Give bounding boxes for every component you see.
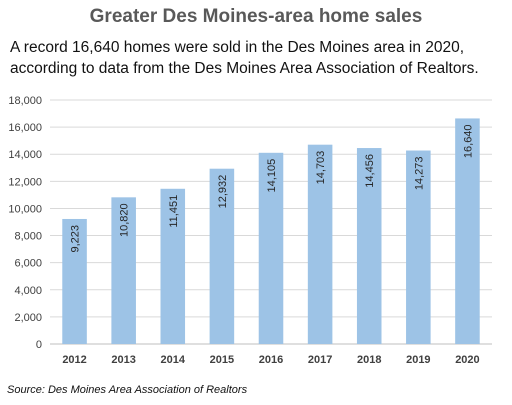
bar [111, 197, 136, 344]
bar [455, 118, 480, 345]
y-tick-label: 16,000 [8, 122, 42, 134]
bar-value-label: 11,451 [168, 195, 180, 228]
x-tick-label: 2012 [62, 354, 86, 366]
bar-value-label: 14,105 [266, 159, 278, 193]
bar [258, 152, 284, 344]
y-tick-label: 2,000 [14, 312, 42, 324]
bar-chart: 0 2,000 4,000 6,000 8,000 10,000 12,000 14,000 1… [8, 95, 492, 366]
x-tick-label: 2020 [455, 354, 479, 366]
bar-value-label: 9,223 [70, 225, 82, 253]
y-tick-label: 12,000 [8, 176, 42, 188]
chart-title: Greater Des Moines-area home sales [89, 6, 423, 27]
x-tick-label: 2018 [357, 354, 381, 366]
x-tick-label: 2014 [161, 354, 186, 366]
x-tick-label: 2017 [308, 354, 332, 366]
bar-value-label: 14,273 [413, 157, 425, 191]
bar-value-label: 14,703 [315, 151, 327, 185]
bar [209, 168, 235, 344]
x-tick-label: 2013 [111, 354, 135, 366]
bar-value-label: 16,640 [462, 124, 474, 158]
x-tick-label: 2015 [210, 354, 234, 366]
bar [356, 148, 382, 344]
x-tick-label: 2016 [259, 354, 283, 366]
y-tick-label: 4,000 [14, 285, 42, 297]
y-tick-label: 10,000 [8, 203, 42, 215]
y-tick-label: 6,000 [14, 258, 42, 270]
chart-subtitle: A record 16,640 homes were sold in the D… [10, 39, 479, 77]
x-tick-label: 2019 [406, 354, 430, 366]
bar [62, 218, 87, 344]
y-tick-label: 14,000 [8, 149, 42, 161]
y-tick-label: 0 [36, 339, 42, 351]
bar-value-label: 12,932 [217, 175, 229, 209]
bar [406, 150, 431, 344]
source-note: Source: Des Moines Area Association of R… [7, 384, 248, 396]
y-tick-label: 8,000 [14, 231, 42, 243]
bar-value-label: 10,820 [119, 203, 131, 237]
bar [160, 188, 186, 344]
bar-value-label: 14,456 [364, 154, 376, 188]
y-tick-label: 18,000 [8, 95, 42, 107]
bar [307, 144, 333, 344]
